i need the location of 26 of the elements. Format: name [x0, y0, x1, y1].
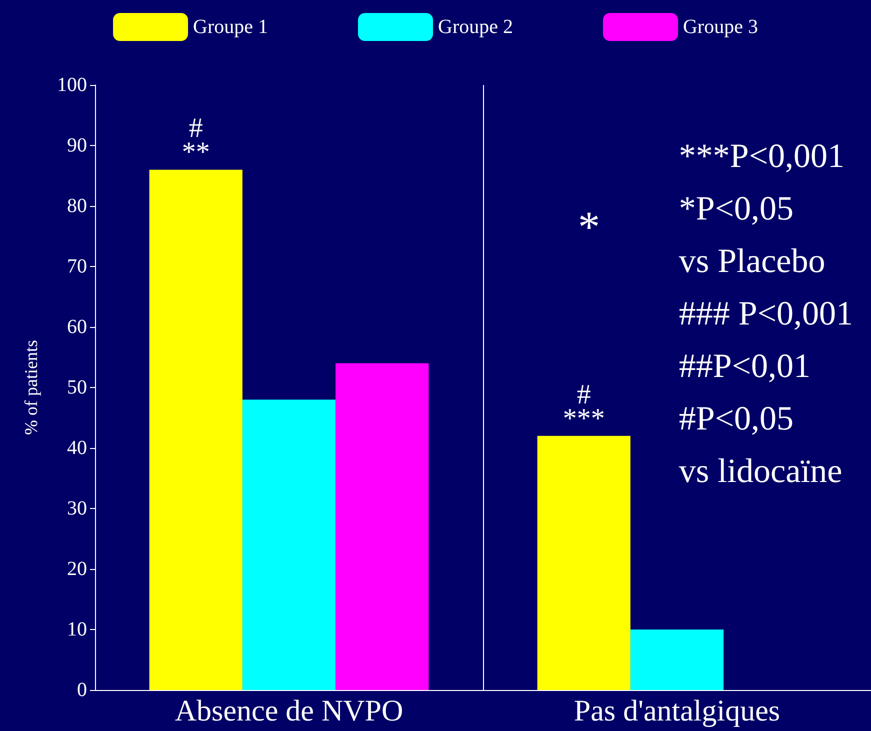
y-tick-label: 0	[77, 679, 87, 701]
y-tick-label: 70	[67, 256, 87, 278]
bar	[630, 630, 724, 690]
y-tick-label: 60	[67, 316, 87, 338]
y-tick-label: 90	[67, 134, 87, 156]
data-label: # **	[182, 113, 210, 168]
legend-label: Groupe 2	[438, 16, 513, 38]
x-tick-label: Absence de NVPO	[174, 694, 404, 728]
bar	[336, 363, 429, 690]
bar	[537, 436, 630, 690]
y-tick-label: 50	[67, 376, 87, 398]
y-tick-label: 100	[57, 74, 87, 96]
y-tick-label: 40	[67, 437, 87, 459]
annotation: *	[578, 202, 600, 252]
x-tick-label: Pas d'antalgiques	[574, 694, 780, 728]
y-tick-label: 10	[67, 618, 87, 640]
bar	[242, 400, 336, 690]
annotation: ***P<0,001 *P<0,05 vs Placebo ### P<0,001 ##P<0,01 #P<0,05 vs lidocaïne	[678, 138, 854, 490]
y-tick-label: 20	[67, 558, 87, 580]
y-tick-label: 30	[67, 498, 87, 520]
data-label: # ***	[562, 379, 605, 434]
y-axis-title: % of patients	[21, 340, 41, 435]
bar	[149, 170, 242, 690]
y-tick-label: 80	[67, 195, 87, 217]
legend-label: Groupe 3	[682, 16, 758, 38]
legend-label: Groupe 1	[193, 16, 268, 38]
